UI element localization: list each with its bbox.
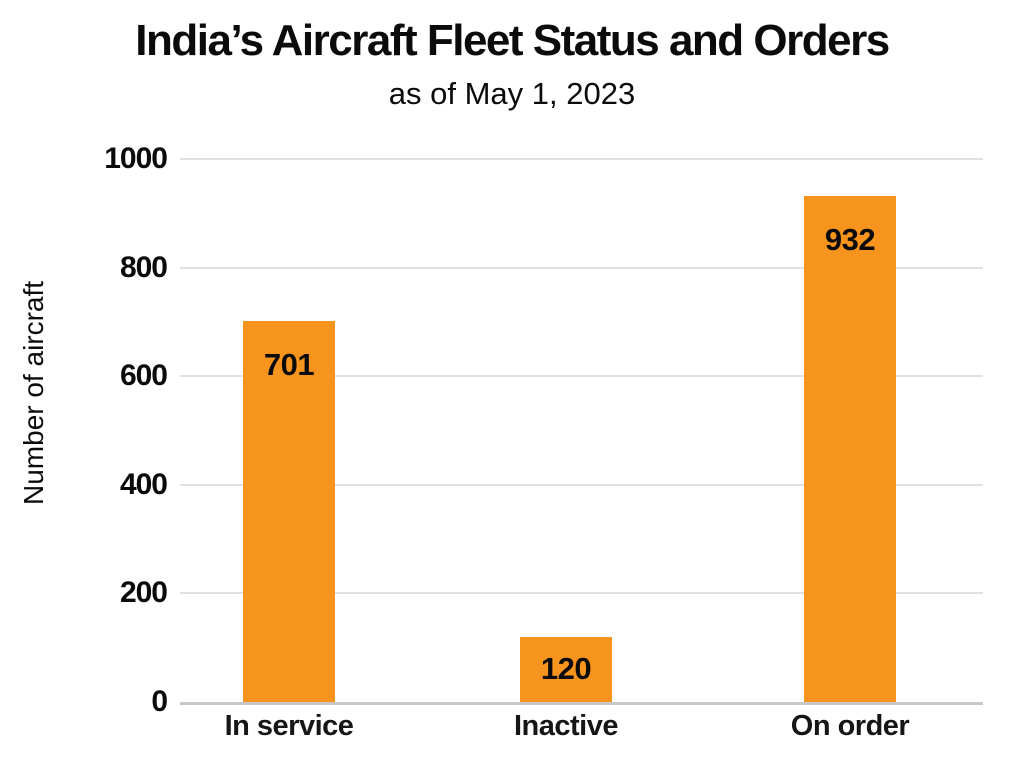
bar-in-service: 701 — [243, 321, 335, 702]
bar-value-label-inactive: 120 — [540, 651, 592, 687]
gridline-y-1000 — [180, 158, 983, 160]
gridline-y-200 — [180, 592, 983, 595]
chart-subtitle: as of May 1, 2023 — [388, 76, 636, 111]
y-tick-label-400: 400 — [119, 467, 168, 501]
plot-area: 701 120 932 — [180, 158, 983, 705]
y-tick-label-600: 600 — [119, 359, 168, 393]
bar-value-label-in-service: 701 — [263, 347, 315, 383]
y-tick-label-0: 0 — [151, 685, 168, 718]
y-axis-label: Number of aircraft — [18, 280, 49, 505]
y-tick-label-200: 200 — [119, 576, 168, 610]
chart-title: India’s Aircraft Fleet Status and Orders — [135, 16, 890, 65]
bar-value-label-on-order: 932 — [824, 221, 876, 257]
category-label-on-order: On order — [790, 710, 910, 742]
category-label-inactive: Inactive — [514, 710, 619, 742]
gridline-y-800 — [180, 266, 983, 269]
category-label-in-service: In service — [224, 710, 354, 742]
gridline-y-400 — [180, 483, 983, 486]
y-tick-label-800: 800 — [119, 250, 168, 284]
y-tick-label-1000: 1000 — [104, 142, 168, 175]
bar-inactive: 120 — [520, 636, 612, 702]
gridline-y-600 — [180, 375, 983, 378]
bar-on-order: 932 — [804, 195, 896, 702]
